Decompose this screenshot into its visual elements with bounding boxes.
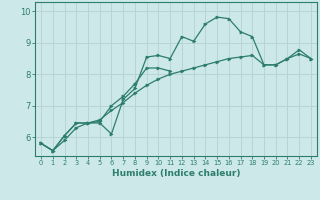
X-axis label: Humidex (Indice chaleur): Humidex (Indice chaleur) — [112, 169, 240, 178]
